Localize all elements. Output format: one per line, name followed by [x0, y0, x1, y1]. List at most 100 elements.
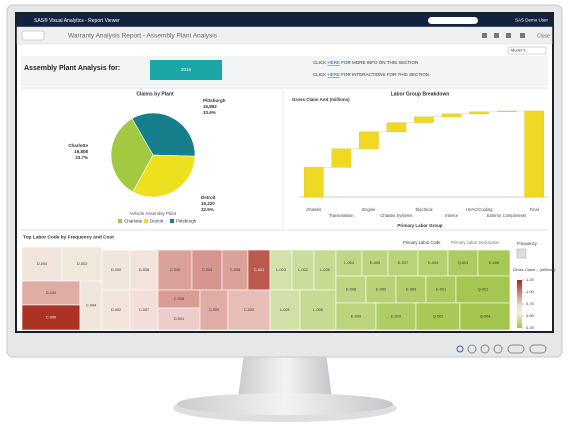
year-box[interactable] — [150, 60, 222, 80]
color-scale — [517, 280, 522, 328]
link-prefix: CLICK — [313, 72, 328, 77]
slice-label: Pittsburgh — [203, 98, 226, 103]
year: 2015 — [181, 67, 192, 72]
waterfall-bar — [496, 110, 517, 112]
tile-label: E-004 — [428, 261, 438, 265]
treemap-tile[interactable] — [221, 249, 249, 291]
x-tick-label: Chassis — [306, 207, 321, 212]
tile-label: E-003 — [406, 288, 416, 292]
waterfall-bar — [469, 111, 489, 115]
treemap-tile[interactable] — [21, 304, 81, 331]
tile-label: D-003 — [77, 262, 87, 266]
tile-label: Q-004 — [480, 315, 491, 319]
tile-label: E-005 — [370, 261, 380, 265]
treemap-tile[interactable] — [335, 249, 363, 277]
link-text[interactable]: HERE — [328, 72, 341, 77]
treemap-tile[interactable] — [415, 302, 461, 331]
title-bar — [17, 14, 552, 27]
icon[interactable] — [506, 33, 511, 38]
button[interactable] — [467, 344, 477, 354]
legend-label: Charlotte — [124, 219, 143, 224]
x-tick-label: Transmission — [329, 213, 354, 218]
button[interactable] — [529, 344, 547, 354]
size-swatch — [516, 248, 527, 259]
treemap-tile[interactable] — [157, 249, 193, 291]
filter-dropdown[interactable] — [507, 46, 547, 55]
tile-label: C-003 — [202, 268, 212, 272]
x-tick-label: Final — [530, 207, 539, 212]
tile-label: E-001 — [436, 288, 446, 292]
icon[interactable] — [482, 33, 487, 38]
treemap-tile[interactable] — [101, 249, 131, 291]
icon[interactable] — [494, 33, 499, 38]
treemap-tile[interactable] — [101, 289, 131, 331]
treemap-tile[interactable] — [459, 302, 511, 331]
legend-label: Pittsburgh — [176, 219, 197, 224]
slice-value: 16,808 — [74, 149, 88, 154]
header-panel — [20, 56, 548, 86]
close-button[interactable]: Close — [537, 33, 550, 39]
treemap-tile[interactable] — [129, 249, 159, 291]
icon[interactable] — [520, 33, 525, 38]
treemap-tile[interactable] — [269, 289, 301, 331]
button[interactable] — [493, 344, 503, 354]
treemap-tile[interactable] — [335, 275, 367, 304]
waterfall-bar — [414, 116, 434, 123]
tile-label: L-001 — [280, 308, 290, 312]
treemap-tile[interactable] — [375, 302, 417, 331]
color-tick-label: 1.25 — [526, 277, 535, 282]
link-text[interactable]: HERE — [328, 60, 341, 65]
waterfall-bar — [386, 122, 407, 133]
y-axis-label: Gross Claim Amt (millions) — [292, 97, 350, 102]
stand-base-top — [177, 393, 393, 415]
tile-label: L-005 — [320, 268, 330, 272]
button[interactable] — [507, 344, 525, 354]
info-link: CLICK HERE FOR INTERACTIONS FOR THIS SEC… — [313, 72, 429, 77]
tile-label: C-001 — [254, 268, 264, 272]
treemap-tile[interactable] — [191, 249, 223, 291]
tile-label: D-002 — [111, 308, 121, 312]
section-label: Assembly Plant Analysis for: — [24, 65, 120, 72]
treemap-tile[interactable] — [425, 275, 457, 304]
treemap-tile[interactable] — [365, 275, 397, 304]
tile-label: E-010 — [391, 315, 401, 319]
legend-size: Frequency — [517, 241, 538, 246]
x-tick-label: Engine — [362, 207, 376, 212]
tile-label: L-002 — [298, 268, 308, 272]
search-box[interactable] — [428, 17, 478, 24]
tile-label: D-100 — [46, 291, 56, 295]
tile-label: L-004 — [344, 261, 354, 265]
bezel-buttons — [456, 344, 547, 354]
tile-label: E-009 — [351, 315, 361, 319]
treemap-tile[interactable] — [477, 249, 511, 277]
chart-title: Top Labor Code by Frequency and Cost — [23, 234, 114, 240]
treemap-tile[interactable] — [61, 246, 103, 282]
chart-title: Claims by Plant — [136, 91, 174, 97]
chart-title: Labor Group Breakdown — [391, 91, 450, 97]
button[interactable] — [480, 344, 490, 354]
treemap-tile[interactable] — [199, 289, 229, 331]
x-tick-label: Electrical — [416, 207, 433, 212]
tile-label: E-002 — [376, 288, 386, 292]
pie-slice — [132, 154, 196, 198]
tile-label: C-006 — [170, 268, 180, 272]
menu-button[interactable] — [21, 30, 45, 41]
treemap-tile[interactable] — [299, 289, 337, 331]
tile-label: Q-001 — [478, 288, 489, 292]
x-tick-label: HVAC/Cooling — [466, 207, 493, 212]
legend-swatch — [144, 219, 148, 223]
color-tick-label: 0.75 — [526, 301, 535, 306]
legend-color: Gross Claim... (millions) — [513, 267, 556, 272]
treemap-tile[interactable] — [129, 289, 159, 331]
legend-swatch — [118, 219, 122, 223]
legend-swatch — [170, 219, 174, 223]
treemap-tile[interactable] — [455, 275, 511, 304]
window-title: SAS® Visual Analytics - Report Viewer — [34, 17, 120, 24]
tile-label: C-002 — [244, 308, 254, 312]
link-suffix: FOR MORE INFO ON THIS SECTION — [340, 60, 418, 65]
tile-label: E-008 — [346, 288, 356, 292]
pie-slice — [110, 118, 154, 193]
slice-label: Charlotte — [68, 143, 88, 148]
treemap-tile[interactable] — [227, 289, 271, 331]
